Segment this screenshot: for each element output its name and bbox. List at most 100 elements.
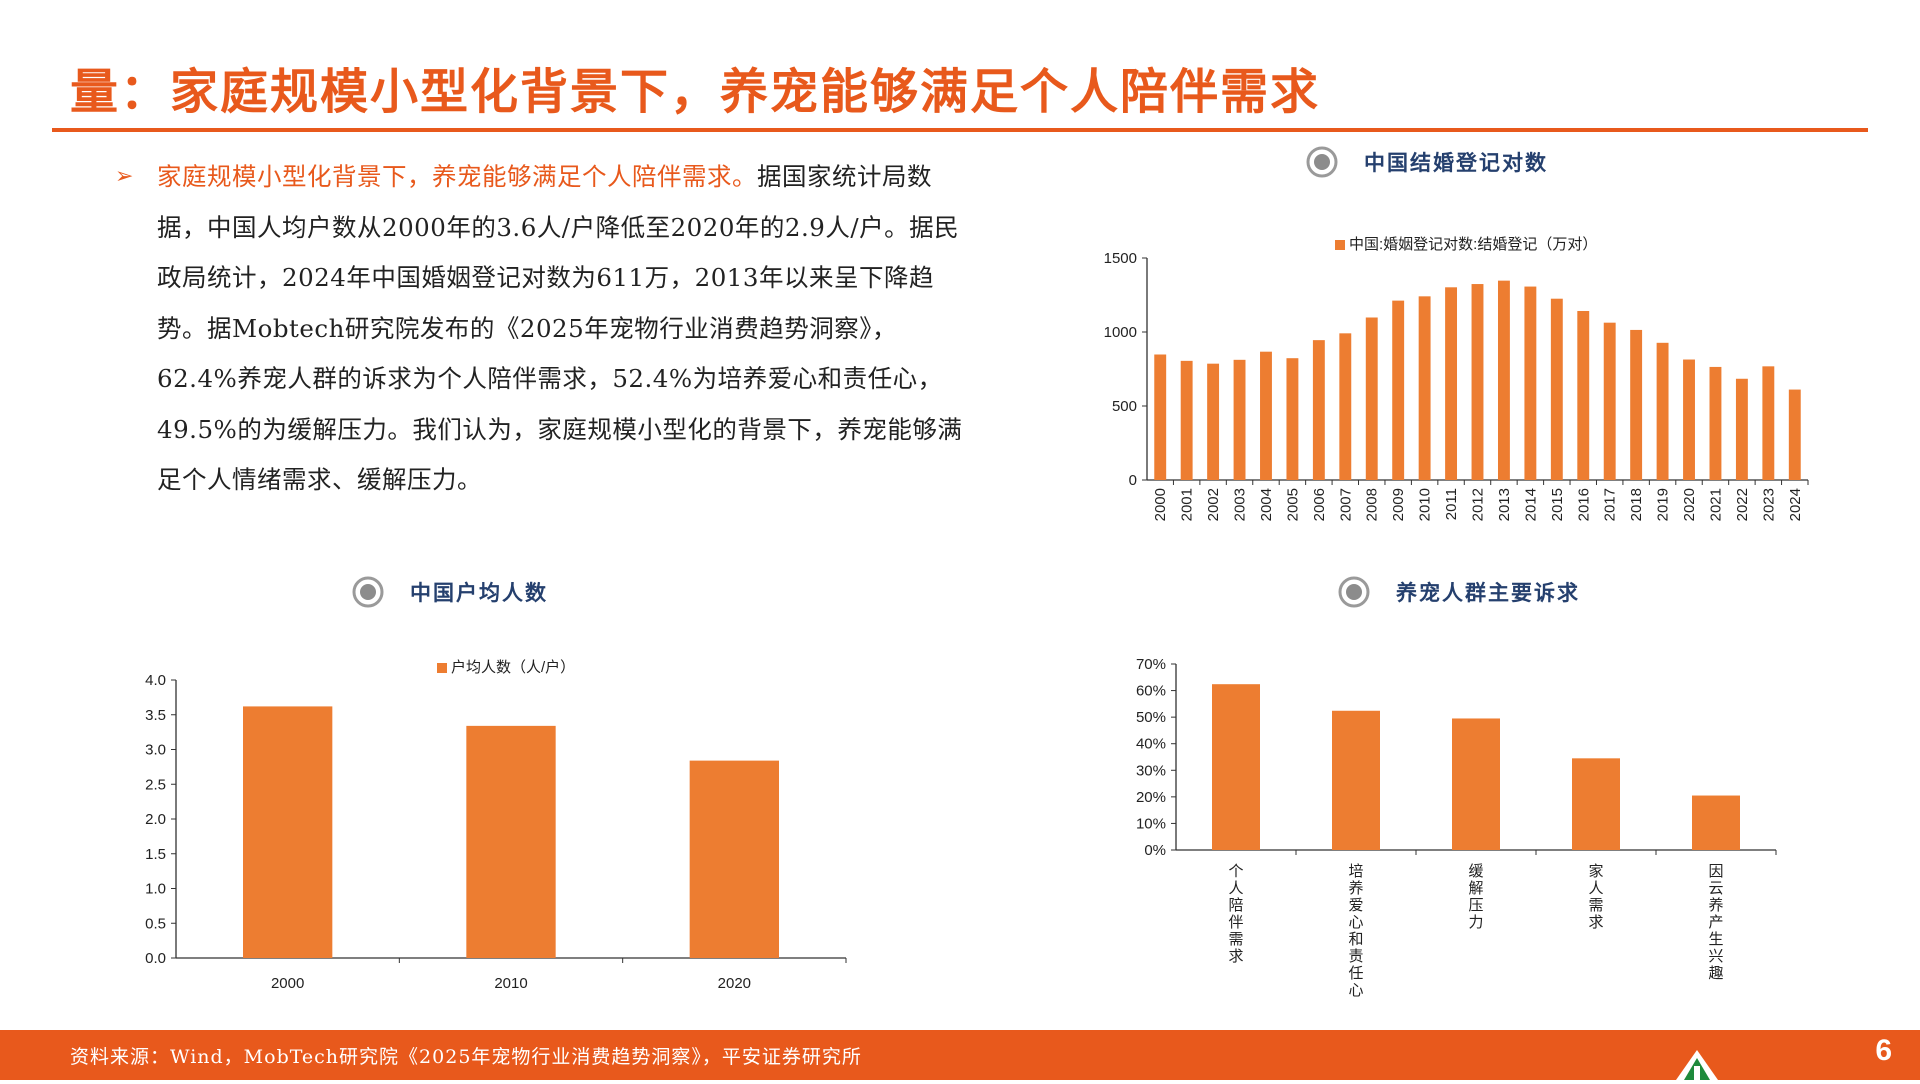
x-tick-label: 2006 — [1311, 488, 1328, 521]
summary-lead: 家庭规模小型化背景下，养宠能够满足个人陪伴需求。 — [157, 162, 757, 191]
bar — [1418, 296, 1431, 480]
y-tick-label: 0.0 — [145, 950, 166, 967]
bar — [1212, 684, 1260, 850]
bar — [1524, 286, 1537, 480]
y-tick-label: 1.5 — [145, 846, 166, 863]
footer-source: 资料来源：Wind，MobTech研究院《2025年宠物行业消费趋势洞察》，平安… — [70, 1046, 862, 1068]
x-tick-label: 2002 — [1205, 488, 1222, 521]
bar — [1709, 366, 1722, 480]
x-tick-label: 家人需求 — [1588, 863, 1603, 931]
x-tick-label: 2024 — [1787, 488, 1804, 521]
y-tick-label: 0 — [1129, 472, 1137, 489]
bar — [1683, 359, 1695, 480]
x-tick-label: 2011 — [1443, 488, 1460, 520]
x-tick-label: 2018 — [1628, 488, 1645, 521]
summary-paragraph: ➢ 家庭规模小型化背景下，养宠能够满足个人陪伴需求。据国家统计局数据，中国人均户… — [115, 152, 965, 506]
y-tick-label: 0% — [1144, 842, 1166, 859]
bar — [1180, 360, 1193, 480]
y-tick-label: 2.5 — [145, 776, 166, 793]
marriage-chart-title: 中国结婚登记对数 — [1306, 146, 1548, 178]
bar — [1788, 389, 1801, 480]
x-tick-label: 2012 — [1470, 488, 1487, 521]
legend-swatch — [1335, 240, 1345, 250]
bar — [1233, 359, 1246, 480]
bar — [1392, 300, 1405, 480]
y-tick-label: 2.0 — [145, 811, 166, 828]
logo-icon — [1676, 1050, 1718, 1084]
x-tick-label: 2019 — [1655, 488, 1672, 521]
x-tick-label: 2016 — [1575, 488, 1592, 521]
bar — [1154, 354, 1167, 480]
target-icon — [1306, 146, 1338, 178]
x-tick-label: 培养爱心和责任心 — [1348, 863, 1363, 999]
bar — [1656, 342, 1669, 480]
x-tick-label: 2013 — [1496, 488, 1513, 521]
page-number: 6 — [1875, 1034, 1892, 1067]
x-tick-label: 2010 — [494, 975, 527, 992]
bar — [1452, 718, 1500, 850]
summary-body: 据国家统计局数据，中国人均户数从2000年的3.6人/户降低至2020年的2.9… — [157, 162, 963, 494]
x-tick-label: 个人陪伴需求 — [1228, 863, 1243, 965]
x-tick-label: 2014 — [1522, 488, 1539, 521]
bar — [1312, 340, 1325, 480]
appeals-chart-title: 养宠人群主要诉求 — [1338, 576, 1580, 608]
bar — [1603, 322, 1616, 480]
bar — [1445, 287, 1458, 480]
x-tick-label: 缓解压力 — [1468, 863, 1483, 931]
y-tick-label: 4.0 — [145, 672, 166, 689]
x-tick-label: 2000 — [271, 975, 304, 992]
bar — [1572, 758, 1620, 850]
x-tick-label: 因云养产生兴趣 — [1708, 863, 1723, 982]
x-tick-label: 2020 — [1681, 488, 1698, 521]
legend-swatch — [437, 663, 447, 673]
target-icon — [1338, 576, 1370, 608]
bar — [1260, 351, 1272, 480]
y-tick-label: 500 — [1112, 398, 1137, 415]
x-tick-label: 2005 — [1284, 488, 1301, 521]
household-chart-title-text: 中国户均人数 — [410, 580, 548, 605]
bar — [1286, 358, 1299, 480]
household-chart-title: 中国户均人数 — [352, 576, 548, 608]
legend-label: 中国:婚姻登记对数:结婚登记（万对） — [1349, 236, 1597, 253]
marriage-bar-chart: 0 500 1000 1500 2000 2001 2002 2003 2004 2005 2006… — [1104, 236, 1809, 521]
bar — [1207, 363, 1220, 480]
y-tick-label: 30% — [1136, 762, 1166, 779]
bar — [1550, 298, 1563, 480]
bar — [689, 760, 779, 958]
y-tick-label: 20% — [1136, 789, 1166, 806]
x-tick-label: 2009 — [1390, 488, 1407, 521]
y-tick-label: 60% — [1136, 683, 1166, 700]
bar — [1471, 284, 1484, 480]
appeals-chart: 0% 10% 20% 30% 40% 50% 60% 70% 个人陪伴需求 培养爱心和责任心 缓解压… — [1120, 650, 1840, 1014]
x-tick-label: 2010 — [1417, 488, 1434, 521]
bar — [1630, 329, 1643, 480]
x-tick-label: 2022 — [1734, 488, 1751, 521]
bar — [1365, 317, 1378, 480]
appeals-chart-title-text: 养宠人群主要诉求 — [1396, 580, 1580, 605]
y-tick-label: 50% — [1136, 709, 1166, 726]
x-tick-label: 2020 — [718, 975, 751, 992]
bar — [1497, 280, 1510, 480]
y-tick-label: 10% — [1136, 815, 1166, 832]
target-icon — [352, 576, 384, 608]
x-tick-label: 2001 — [1179, 488, 1196, 521]
y-tick-label: 0.5 — [145, 915, 166, 932]
x-tick-label: 2003 — [1232, 488, 1249, 521]
marriage-chart-title-text: 中国结婚登记对数 — [1364, 150, 1548, 175]
bar — [466, 725, 556, 958]
x-tick-label: 2008 — [1364, 488, 1381, 521]
household-chart: 0.0 0.5 1.0 1.5 2.0 2.5 3.0 3.5 4.0 2000 2010 2020 户… — [120, 650, 860, 1004]
y-tick-label: 1500 — [1104, 250, 1137, 267]
footer-bar — [0, 1030, 1920, 1080]
bar — [1692, 795, 1740, 850]
marriage-chart: 0 500 1000 1500 2000 2001 2002 2003 2004 2005 2006… — [1090, 230, 1830, 544]
bar — [1735, 378, 1748, 480]
x-tick-label: 2023 — [1760, 488, 1777, 521]
x-tick-label: 2004 — [1258, 488, 1275, 521]
bar — [1339, 333, 1352, 480]
household-bar-chart: 0.0 0.5 1.0 1.5 2.0 2.5 3.0 3.5 4.0 2000 2010 2020 户… — [145, 659, 847, 992]
y-tick-label: 3.5 — [145, 707, 166, 724]
page-title: 量：家庭规模小型化背景下，养宠能够满足个人陪伴需求 — [70, 64, 1321, 120]
bullet-arrow-icon: ➢ — [115, 164, 134, 189]
x-tick-label: 2000 — [1152, 488, 1169, 521]
